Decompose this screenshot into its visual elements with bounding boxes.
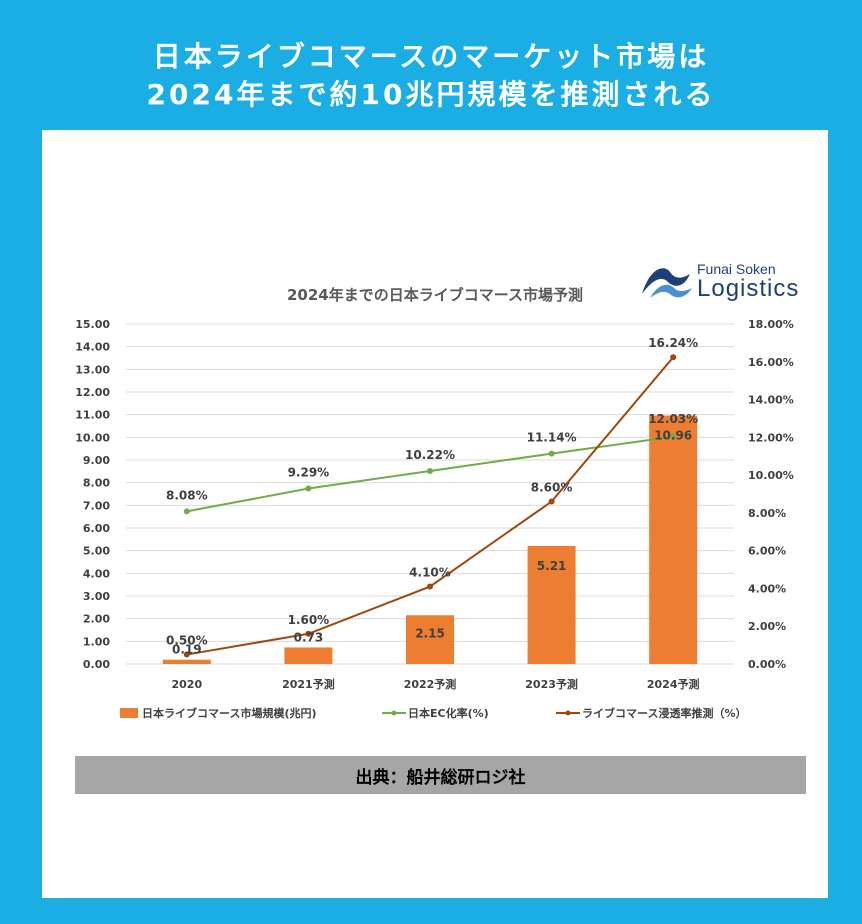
y-left-tick-label: 3.00 — [83, 590, 110, 603]
y-right-tick-label: 6.00% — [748, 545, 786, 558]
y-left-tick-label: 6.00 — [83, 522, 110, 535]
y-right-tick-label: 16.00% — [748, 356, 794, 369]
y-right-tick-label: 12.00% — [748, 431, 794, 444]
y-right-tick-label: 8.00% — [748, 507, 786, 520]
ec-rate-data-label: 9.29% — [288, 466, 330, 480]
source-bar: 出典：船井総研ロジ社 — [75, 756, 806, 794]
bar-market-size — [527, 545, 576, 664]
y-right-tick-label: 14.00% — [748, 394, 794, 407]
x-tick-label: 2023予測 — [525, 677, 578, 691]
y-left-tick-label: 8.00 — [83, 477, 110, 490]
bar-data-label: 10.96 — [654, 429, 692, 443]
live-rate-point — [670, 354, 677, 361]
headline: 日本ライブコマースのマーケット市場は 2024年まで約10兆円規模を推測される — [0, 38, 862, 114]
y-left-tick-label: 5.00 — [83, 545, 110, 558]
x-tick-label: 2022予測 — [404, 677, 457, 691]
chart-title: 2024年までの日本ライブコマース市場予測 — [287, 286, 583, 304]
ec-rate-data-label: 8.08% — [166, 488, 208, 502]
y-left-tick-label: 11.00 — [75, 409, 110, 422]
y-left-tick-label: 13.00 — [75, 363, 110, 376]
live-rate-data-label: 16.24% — [648, 336, 698, 350]
bar-market-size — [406, 615, 454, 664]
live-rate-point — [548, 498, 555, 505]
legend-ec-marker — [391, 710, 397, 716]
y-left-tick-label: 7.00 — [83, 499, 110, 512]
bar-data-label: 0.73 — [294, 630, 324, 644]
logo-small-text: Funai Soken — [697, 261, 776, 277]
y-left-tick-label: 9.00 — [83, 454, 110, 467]
live-rate-data-label: 4.10% — [409, 566, 451, 580]
y-left-tick-label: 1.00 — [83, 635, 110, 648]
y-right-tick-label: 4.00% — [748, 582, 786, 595]
y-left-tick-label: 15.00 — [75, 318, 110, 331]
bar-market-size — [284, 647, 333, 664]
y-left-tick-label: 4.00 — [83, 567, 110, 580]
ec-rate-point — [427, 467, 433, 474]
y-right-tick-label: 10.00% — [748, 469, 794, 482]
legend-live-marker — [565, 710, 571, 716]
live-rate-data-label: 8.60% — [531, 481, 573, 495]
y-left-tick-label: 0.00 — [83, 658, 110, 671]
live-rate-point — [427, 583, 433, 590]
legend-bar-label: 日本ライブコマース市場規模(兆円) — [142, 706, 317, 720]
legend-live-label: ライブコマース浸透率推測（%） — [582, 706, 746, 720]
legend-ec-label: 日本EC化率(%) — [408, 706, 489, 720]
bar-market-size — [649, 415, 698, 664]
headline-line2: 2024年まで約10兆円規模を推測される — [146, 78, 716, 111]
x-tick-label: 2024予測 — [647, 677, 700, 691]
y-right-tick-label: 2.00% — [748, 620, 786, 633]
live-rate-point — [183, 651, 190, 658]
y-left-tick-label: 14.00 — [75, 341, 110, 354]
ec-rate-point — [305, 485, 312, 492]
headline-line1: 日本ライブコマースのマーケット市場は — [152, 40, 710, 73]
ec-rate-data-label: 12.03% — [648, 412, 698, 426]
x-tick-label: 2021予測 — [282, 677, 335, 691]
funai-logo-icon — [642, 268, 692, 298]
y-left-tick-label: 12.00 — [75, 386, 110, 399]
x-tick-label: 2020 — [171, 678, 202, 691]
bar-data-label: 5.21 — [537, 559, 567, 573]
y-left-tick-label: 2.00 — [83, 613, 110, 626]
logo-big-text: Logistics — [697, 275, 800, 302]
live-rate-data-label: 1.60% — [288, 613, 330, 627]
live-rate-data-label: 0.50% — [166, 634, 208, 648]
ec-rate-data-label: 11.14% — [527, 431, 577, 445]
ec-rate-point — [548, 450, 555, 457]
ec-rate-point — [670, 433, 677, 440]
ec-rate-data-label: 10.22% — [405, 448, 455, 462]
bar-market-size — [162, 659, 211, 664]
bar-data-label: 2.15 — [415, 626, 445, 640]
bar-data-label: 0.19 — [172, 643, 202, 657]
legend-bar-swatch — [120, 708, 138, 718]
ec-rate-point — [183, 508, 190, 515]
y-right-tick-label: 18.00% — [748, 318, 794, 331]
source-text: 出典：船井総研ロジ社 — [355, 767, 526, 788]
live-rate-point — [305, 630, 312, 637]
y-right-tick-label: 0.00% — [748, 658, 786, 671]
live-rate-line — [186, 356, 674, 656]
y-left-tick-label: 10.00 — [75, 431, 110, 444]
